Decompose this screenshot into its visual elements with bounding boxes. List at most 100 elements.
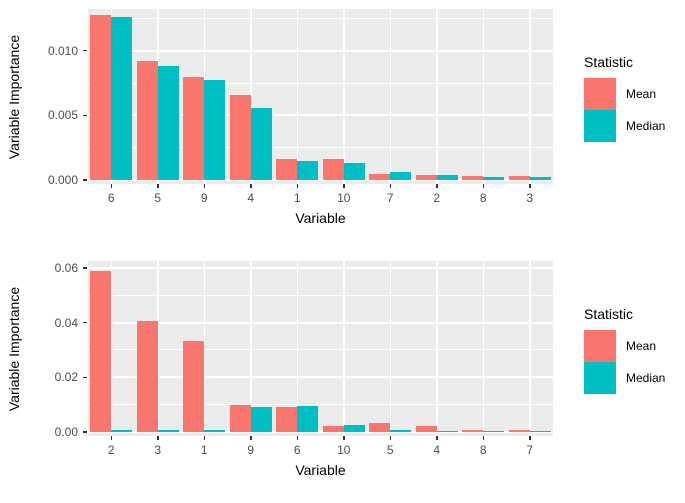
gridline-major-horizontal [88,179,553,181]
y-tickmark [83,321,87,324]
bar-median-var10 [343,424,365,432]
gridline-major-vertical [343,9,345,184]
bar-median-var5 [390,429,412,432]
bar-mean-var8 [462,176,484,180]
x-tickmark [529,184,531,188]
gridline-minor-horizontal [88,82,553,84]
bar-mean-var8 [462,429,484,432]
bar-median-var7 [529,430,551,432]
bar-mean-var2 [415,174,437,180]
x-tickmark [389,184,391,188]
x-tick-label: 3 [154,443,162,457]
x-tickmark [203,436,205,440]
bar-mean-var4 [415,425,437,432]
gridline-major-vertical [529,9,531,184]
y-tickmark [83,179,87,181]
bar-median-var2 [436,175,458,180]
gridline-major-vertical [110,261,112,436]
legend-title: Statistic [584,54,634,70]
bar-median-var8 [483,430,505,432]
x-tickmark [529,436,531,440]
bar-median-var9 [250,407,272,432]
plot-panel [88,261,553,436]
legend-key-mean [584,78,616,110]
x-tick-label: 8 [479,191,487,205]
chart-top: Variable Importance 6 5 9 4 1 10 7 2 8 3 Variable 0.… [0,0,685,251]
x-tick-label: 2 [107,443,115,457]
x-tick-label: 2 [433,191,441,205]
x-tickmark [436,184,438,188]
gridline-major-horizontal [88,266,553,269]
bar-median-var10 [343,163,365,180]
bar-mean-var5 [136,61,158,180]
gridline-major-vertical [296,261,298,436]
legend-key-median [584,110,616,142]
bar-mean-var9 [229,405,251,432]
gridline-major-vertical [436,261,438,436]
x-tick-label: 10 [337,191,351,205]
gridline-major-vertical [436,9,438,184]
bar-mean-var9 [183,76,205,180]
bar-median-var6 [297,406,319,432]
x-tickmark [250,436,252,440]
bar-mean-var10 [322,159,344,180]
x-tick-label: 6 [293,443,301,457]
x-tickmark [157,184,159,188]
legend-label-median: Median [626,119,666,133]
bar-median-var4 [436,430,458,432]
bar-median-var7 [390,172,412,180]
x-tickmark [343,436,345,440]
legend-label-mean: Mean [626,87,657,101]
y-tick-label: 0.06 [54,260,78,275]
x-tick-label: 4 [247,191,255,205]
x-tick-label: 5 [154,191,162,205]
y-tickmark [83,114,87,117]
chart-bottom: Variable Importance 2 3 1 9 6 10 5 4 8 7 Variable 0.… [0,252,685,503]
x-tickmark [482,436,484,440]
bar-median-var9 [204,80,226,180]
bar-median-var3 [529,177,551,180]
gridline-minor-horizontal [88,349,553,351]
gridline-minor-horizontal [88,17,553,19]
y-tickmark [83,49,87,52]
gridline-major-vertical [343,261,345,436]
x-tick-label: 9 [247,443,255,457]
gridline-major-vertical [203,261,205,436]
x-axis-title: Variable [295,462,346,478]
x-tick-label: 8 [479,443,487,457]
bar-median-var5 [157,66,179,180]
gridline-minor-horizontal [88,404,553,406]
bar-mean-var6 [276,406,298,432]
legend-label-mean: Mean [626,339,657,353]
x-tick-label: 6 [107,191,115,205]
legend-key-median [584,362,616,394]
bar-mean-var10 [322,426,344,432]
y-tickmark [83,376,87,379]
y-tickmark [83,267,87,269]
bar-median-var4 [250,107,272,180]
legend-key-mean [584,330,616,362]
bar-mean-var2 [90,270,112,432]
x-tick-label: 9 [200,191,208,205]
x-tickmark [296,436,298,440]
bar-mean-var1 [276,159,298,180]
gridline-major-horizontal [88,114,553,117]
bar-mean-var6 [90,14,112,180]
legend-item-mean: Mean [584,330,684,362]
bar-mean-var7 [508,429,530,432]
y-tick-label: 0.00 [54,425,78,439]
gridline-major-vertical [250,9,252,184]
y-tick-label: 0.005 [47,108,78,123]
x-tick-label: 10 [337,443,351,457]
bar-median-var2 [111,430,133,432]
bar-median-var6 [111,17,133,180]
gridline-major-vertical [482,9,484,184]
gridline-major-vertical [250,261,252,436]
y-tick-label: 0.04 [54,315,78,330]
x-tickmark [110,184,112,188]
x-tickmark [296,184,298,188]
x-tickmark [482,184,484,188]
gridline-major-vertical [296,9,298,184]
x-tickmark [389,436,391,440]
